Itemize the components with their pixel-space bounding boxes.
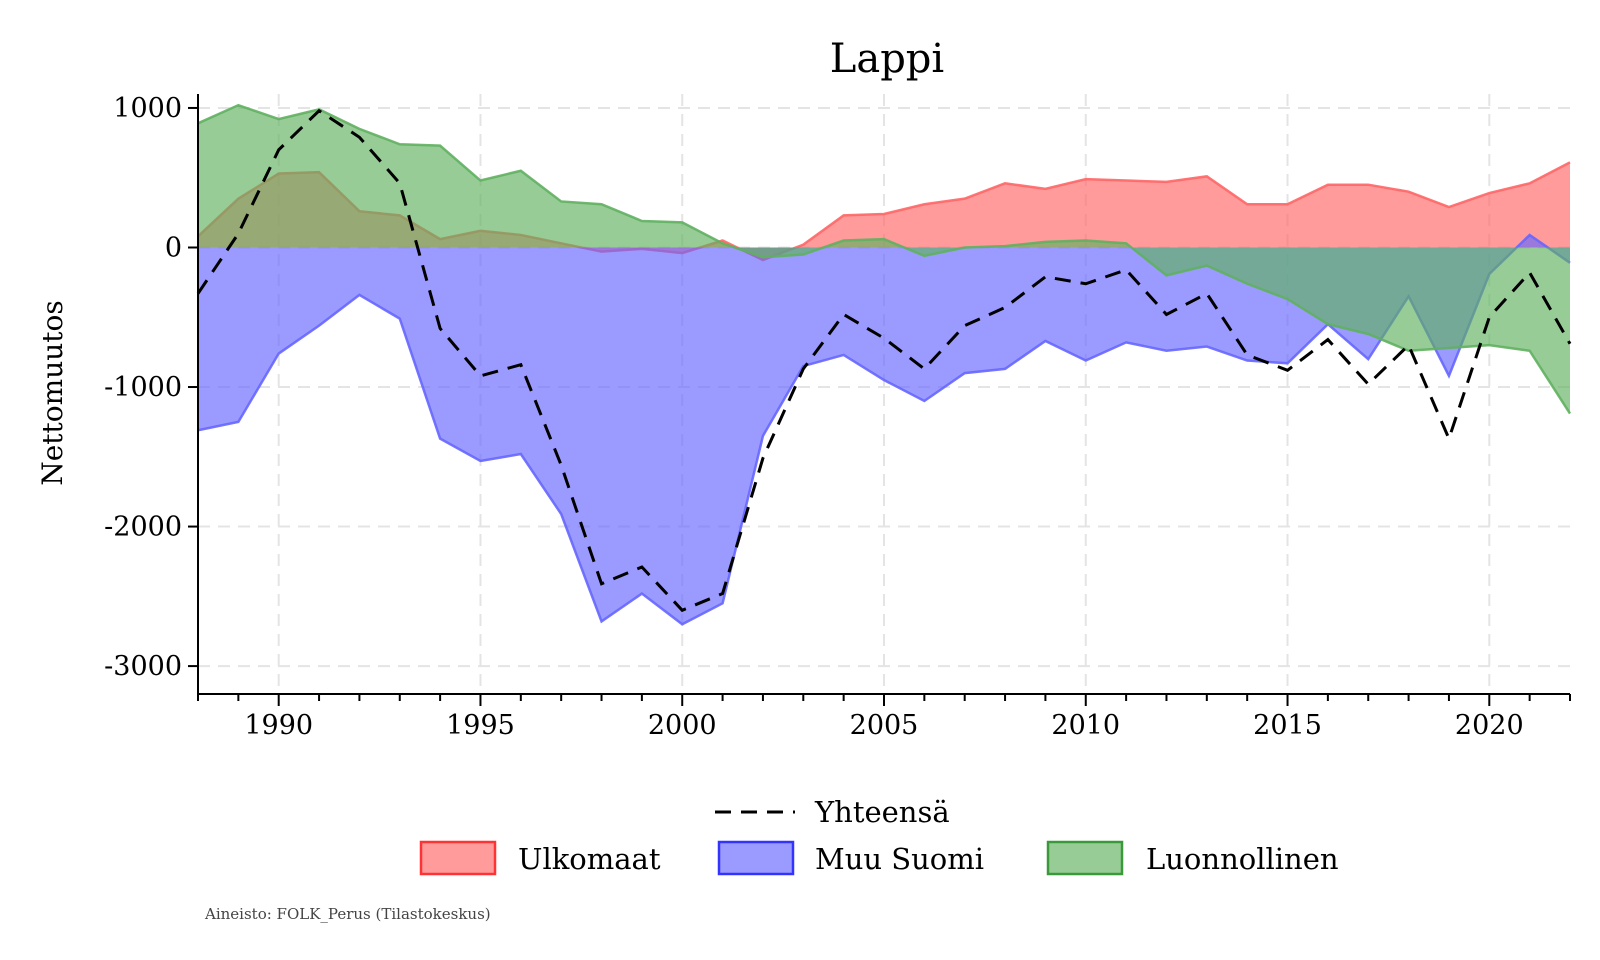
area-layer (197, 103, 1572, 626)
chart-title: Lappi (830, 36, 944, 82)
legend-label-yhteensa: Yhteensä (814, 795, 950, 829)
y-tick-label--1000: -1000 (104, 372, 182, 403)
line-layer (196, 108, 1572, 613)
x-tick-label-2015: 2015 (1253, 710, 1322, 741)
x-tick-label-2005: 2005 (850, 710, 919, 741)
area-edge-luonnollinen (197, 103, 1572, 415)
line-yhteensa (196, 108, 1572, 613)
source-note: Aineisto: FOLK_Perus (Tilastokeskus) (204, 905, 491, 923)
x-tick-label-2000: 2000 (648, 710, 717, 741)
y-tick-label--3000: -3000 (104, 651, 182, 682)
y-tick-label--2000: -2000 (104, 512, 182, 543)
y-axis-title: Nettomuutos (36, 300, 69, 486)
legend-swatch-muu-suomi (717, 840, 795, 876)
x-tick-label-1990: 1990 (244, 710, 313, 741)
legend-label-ulkomaat: Ulkomaat (518, 842, 661, 876)
area-ulkomaat (198, 162, 1570, 261)
y-tick-label-1000: 1000 (113, 93, 182, 124)
area-muu-suomi (198, 234, 1570, 625)
area-luonnollinen (198, 105, 1570, 414)
axis-layer: 1000 0 -1000 -2000 -3000 1990 1995 2000 2005 2010… (104, 93, 1571, 741)
legend-swatch-ulkomaat (419, 840, 497, 876)
y-tick-label-0: 0 (165, 232, 182, 263)
area-edge-muu-suomi (197, 233, 1571, 626)
legend-label-luonnollinen: Luonnollinen (1146, 842, 1339, 876)
legend: Yhteensä Ulkomaat Muu Suomi Luonnollinen (419, 795, 1339, 876)
legend-swatch-luonnollinen (1046, 840, 1124, 876)
x-tick-label-2010: 2010 (1051, 710, 1120, 741)
x-tick-label-1995: 1995 (446, 710, 515, 741)
x-tick-label-2020: 2020 (1455, 710, 1524, 741)
legend-label-muu-suomi: Muu Suomi (815, 842, 984, 876)
